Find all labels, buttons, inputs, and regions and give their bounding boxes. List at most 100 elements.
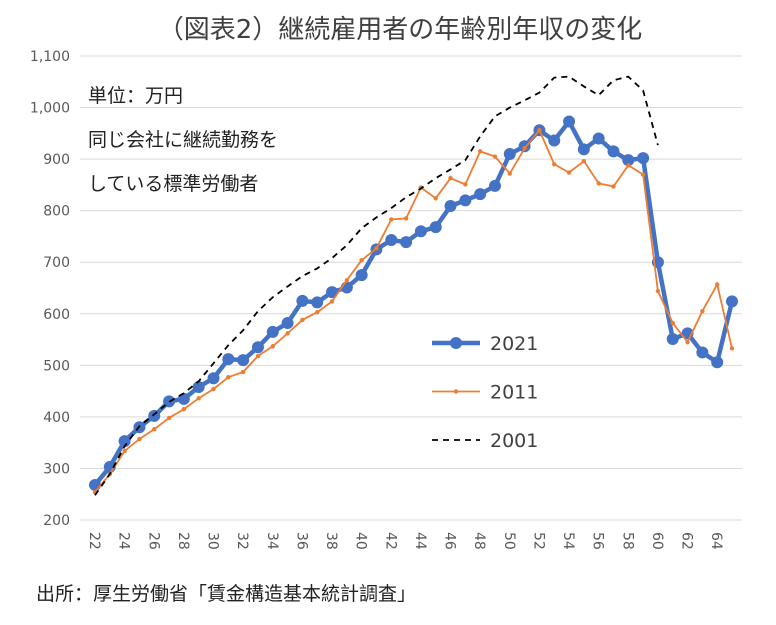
- y-tick-label: 200: [43, 513, 70, 529]
- data-point: [729, 346, 735, 351]
- x-tick-label: 44: [412, 532, 428, 550]
- x-tick-label: 22: [86, 532, 102, 550]
- data-point: [355, 269, 368, 282]
- x-tick-label: 42: [382, 532, 398, 550]
- legend-label: 2011: [490, 382, 538, 404]
- data-point: [488, 179, 501, 192]
- data-point: [296, 294, 309, 307]
- data-point: [685, 339, 690, 345]
- x-tick-label: 60: [649, 532, 665, 550]
- data-point: [122, 448, 127, 454]
- x-tick-label: 30: [205, 532, 221, 550]
- x-tick-label: 52: [530, 532, 546, 550]
- data-point: [344, 278, 350, 283]
- data-point: [270, 344, 275, 349]
- legend-label: 2021: [490, 333, 538, 355]
- data-point: [655, 288, 661, 294]
- y-tick-label: 900: [43, 152, 70, 168]
- data-point: [548, 134, 561, 147]
- x-tick-label: 46: [442, 532, 458, 550]
- data-point: [507, 171, 512, 176]
- data-point: [285, 331, 290, 336]
- data-point: [492, 154, 498, 159]
- annotation: している標準労働者: [88, 173, 258, 195]
- data-point: [726, 295, 738, 308]
- data-point: [166, 415, 172, 421]
- annotation: 同じ会社に継続勤務を: [88, 129, 278, 151]
- data-point: [326, 286, 339, 299]
- data-point: [714, 282, 720, 287]
- legend-marker: [450, 337, 462, 349]
- data-point: [448, 175, 453, 181]
- y-tick-label: 400: [43, 410, 70, 426]
- data-point: [237, 354, 250, 367]
- data-point: [181, 406, 187, 412]
- y-tick-label: 700: [43, 255, 70, 271]
- data-point: [700, 309, 705, 314]
- y-tick-label: 300: [43, 461, 70, 477]
- series-line: [94, 75, 659, 496]
- data-point: [611, 184, 616, 189]
- data-point: [222, 353, 235, 366]
- data-point: [255, 353, 261, 359]
- data-point: [196, 396, 201, 401]
- x-tick-label: 64: [708, 532, 724, 550]
- data-point: [577, 143, 590, 156]
- data-point: [696, 346, 709, 359]
- data-point: [444, 200, 457, 213]
- data-point: [522, 146, 527, 151]
- data-point: [607, 145, 620, 158]
- data-point: [163, 395, 176, 408]
- annotation: 単位：万円: [88, 85, 183, 107]
- data-point: [563, 115, 576, 128]
- data-point: [385, 234, 398, 247]
- data-point: [414, 225, 427, 238]
- data-point: [359, 257, 364, 263]
- x-tick-label: 54: [560, 532, 576, 550]
- data-point: [433, 196, 438, 201]
- data-point: [666, 333, 679, 346]
- x-tick-label: 50: [501, 532, 517, 550]
- x-tick-label: 58: [619, 532, 635, 550]
- data-point: [566, 170, 572, 175]
- data-point: [137, 436, 142, 442]
- data-point: [477, 149, 483, 154]
- data-point: [429, 221, 442, 234]
- x-tick-label: 48: [471, 532, 487, 550]
- x-tick-label: 32: [234, 532, 250, 550]
- data-point: [211, 386, 216, 392]
- data-point: [89, 478, 101, 491]
- data-point: [459, 194, 472, 207]
- data-point: [240, 369, 246, 375]
- x-tick-label: 38: [323, 532, 339, 550]
- data-point: [374, 246, 379, 251]
- x-tick-label: 40: [353, 532, 369, 550]
- data-point: [626, 163, 631, 168]
- data-point: [311, 296, 324, 309]
- data-point: [640, 172, 646, 177]
- data-point: [474, 188, 487, 201]
- data-point: [637, 152, 650, 165]
- source-note: 出所：厚生労働省「賃金構造基本統計調査」: [36, 583, 416, 605]
- data-point: [537, 128, 542, 133]
- data-point: [329, 299, 335, 304]
- data-point: [266, 325, 279, 338]
- data-point: [152, 427, 157, 432]
- data-point: [118, 435, 131, 448]
- data-point: [592, 132, 605, 145]
- y-tick-label: 1,100: [30, 49, 70, 65]
- data-point: [503, 147, 516, 160]
- y-tick-label: 500: [43, 358, 70, 374]
- legend-label: 2001: [490, 430, 538, 452]
- data-point: [300, 317, 305, 323]
- data-point: [552, 162, 557, 167]
- data-point: [400, 236, 413, 249]
- data-point: [670, 320, 675, 326]
- data-point: [315, 310, 320, 315]
- x-tick-label: 36: [293, 532, 309, 550]
- data-point: [463, 182, 468, 187]
- x-tick-label: 34: [264, 532, 280, 550]
- data-point: [389, 217, 394, 222]
- x-tick-label: 56: [590, 532, 606, 550]
